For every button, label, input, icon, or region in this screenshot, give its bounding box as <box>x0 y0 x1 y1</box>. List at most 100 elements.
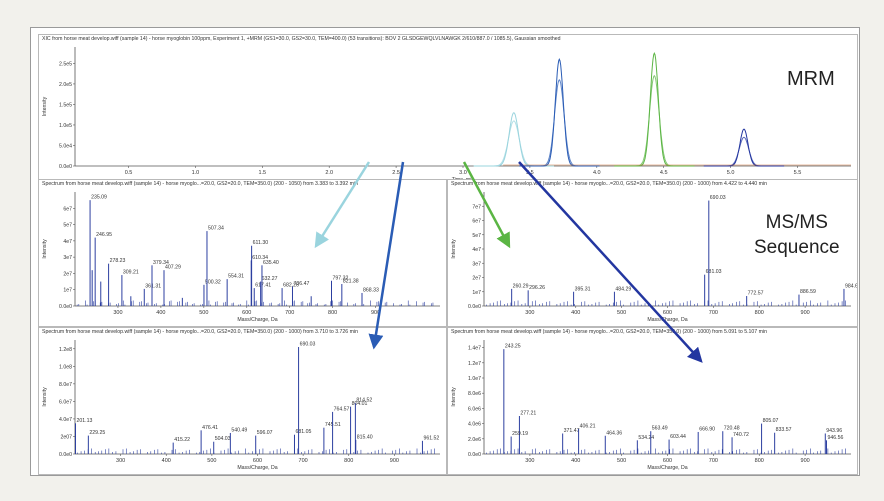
spectrum-1-peak-label: 246.95 <box>96 232 112 238</box>
spectrum-3-y-axis-label: Intensity <box>42 387 48 407</box>
spectrum-3-x-tick-label: 900 <box>390 458 399 464</box>
spectrum-2-x-axis-label: Mass/Charge, Da <box>647 317 687 323</box>
spectrum-3-peak-label: 961.52 <box>423 435 439 441</box>
spectrum-4-y-tick-label: 2.0e6 <box>468 437 481 443</box>
spectrum-4-y-tick-label: 1.4e7 <box>468 346 481 352</box>
spectrum-3-y-tick-label: 8.0e7 <box>59 382 72 388</box>
mrm-y-tick-label: 0.0e0 <box>59 164 72 170</box>
mrm-trace-0-1 <box>473 120 554 167</box>
spectrum-1-peak-label: 361.31 <box>145 283 161 289</box>
spectrum-1-x-tick-label: 300 <box>113 310 122 316</box>
spectrum-4-peak-label: 943.96 <box>826 428 842 434</box>
spectrum-1-peak-label: 797.32 <box>332 275 348 281</box>
spectrum-1-y-axis-label: Intensity <box>42 239 48 259</box>
mrm-x-tick-label: 3.0 <box>459 170 467 176</box>
mrm-trace-1-0 <box>519 58 600 167</box>
mrm-x-tick-label: 5.5 <box>794 170 802 176</box>
spectrum-2-y-tick-label: 5e7 <box>472 233 481 239</box>
spectrum-4-x-tick-label: 800 <box>755 458 764 464</box>
spectrum-1-peak-label: 821.38 <box>343 279 359 285</box>
spectrum-4-x-tick-label: 300 <box>525 458 534 464</box>
spectrum-2-x-tick-label: 900 <box>801 310 810 316</box>
spectrum-1-x-axis-label: Mass/Charge, Da <box>237 317 277 323</box>
spectrum-1-peak-label: 682.26 <box>283 283 299 289</box>
spectrum-1-peak-label: 278.23 <box>110 258 126 264</box>
spectrum-1-x-tick-label: 400 <box>156 310 165 316</box>
spectrum-2-peak-label: 772.57 <box>748 291 764 297</box>
spectrum-3-peak-label: 415.22 <box>174 437 190 443</box>
spectrum-3-peak-label: 504.03 <box>215 436 231 442</box>
msms-label-line2: Sequence <box>754 237 840 258</box>
mrm-x-tick-label: 5.0 <box>727 170 735 176</box>
spectrum-3-plot: 300 400 500 600 700 800 900 0.0e0 2e07 4.0e7 6.0e7… <box>42 340 440 471</box>
spectrum-4-x-axis-label: Mass/Charge, Da <box>647 465 687 471</box>
msms-label: MS/MS Sequence <box>754 210 840 260</box>
spectrum-3-x-tick-label: 800 <box>344 458 353 464</box>
spectrum-1-y-tick-label: 6e7 <box>63 206 72 212</box>
mrm-chromatogram-panel: XIC from horse meat develop.wiff (sample… <box>38 34 858 180</box>
spectrum-1-title: Spectrum from horse meat develop.wiff (s… <box>42 181 358 187</box>
mrm-label: MRM <box>787 68 835 90</box>
spectrum-3-peak-label: 681.05 <box>295 429 311 435</box>
spectrum-3-peak-label: 540.49 <box>231 427 247 433</box>
spectrum-3-y-tick-label: 1.2e8 <box>59 347 72 353</box>
spectrum-2-peak-label: 260.29 <box>513 283 529 289</box>
spectrum-3-x-tick-label: 500 <box>207 458 216 464</box>
spectrum-4-peak-label: 833.57 <box>776 427 792 433</box>
spectrum-2-peak-label: 484.29 <box>615 286 631 292</box>
spectrum-1-peak-label: 611.30 <box>253 240 269 246</box>
spectrum-1-peak-label: 868.33 <box>363 287 379 293</box>
spectrum-panel-4: Spectrum from horse meat develop.wiff (s… <box>447 327 858 475</box>
spectrum-panel-3: Spectrum from horse meat develop.wiff (s… <box>38 327 447 475</box>
spectrum-4-y-axis-label: Intensity <box>451 387 457 407</box>
spectrum-3-x-tick-label: 600 <box>253 458 262 464</box>
spectrum-4-peak-label: 666.90 <box>699 426 715 432</box>
spectrum-3-x-axis-label: Mass/Charge, Da <box>237 465 277 471</box>
spectrum-2-x-tick-label: 400 <box>571 310 580 316</box>
spectrum-3-y-tick-label: 6.0e7 <box>59 399 72 405</box>
spectrum-4-peak-label: 371.47 <box>564 428 580 434</box>
spectrum-4-peak-label: 740.72 <box>733 432 749 438</box>
spectrum-3-peak-label: 815.40 <box>357 434 373 440</box>
spectrum-1-peak-label: 617.41 <box>255 283 271 289</box>
mrm-y-tick-label: 1.0e5 <box>59 123 72 129</box>
spectrum-2-peak-label: 984.66 <box>845 283 857 289</box>
spectrum-4-y-tick-label: 1.2e7 <box>468 361 481 367</box>
spectrum-4-peak-label: 720.48 <box>724 426 740 432</box>
spectrum-4-peak-label: 563.49 <box>652 426 668 432</box>
spectrum-3-y-tick-label: 0.0e0 <box>59 452 72 458</box>
spectrum-1-x-tick-label: 600 <box>242 310 251 316</box>
mrm-panel-title: XIC from horse meat develop.wiff (sample… <box>42 36 561 42</box>
spectrum-1-y-tick-label: 3e7 <box>63 255 72 261</box>
spectrum-2-y-axis-label: Intensity <box>451 239 457 259</box>
spectrum-2-y-tick-label: 6e7 <box>472 219 481 225</box>
spectrum-1-y-tick-label: 5e7 <box>63 223 72 229</box>
figure-frame: XIC from horse meat develop.wiff (sample… <box>30 27 860 476</box>
spectrum-1-peak-label: 635.40 <box>263 260 279 266</box>
spectrum-2-x-tick-label: 800 <box>755 310 764 316</box>
spectrum-1-plot: 300 400 500 600 700 800 900 0.0e0 1e7 2e7 3e7 4e7 5e… <box>42 192 440 323</box>
spectrum-1-peak-label: 379.34 <box>153 260 169 266</box>
spectrum-1-peak-label: 500.32 <box>205 279 221 285</box>
spectrum-3-peak-label: 804.01 <box>352 401 368 407</box>
spectrum-2-y-tick-label: 2e7 <box>472 276 481 282</box>
spectrum-1-peak-label: 507.34 <box>208 226 224 232</box>
spectrum-4-y-tick-label: 4.0e6 <box>468 422 481 428</box>
spectrum-1-peak-label: 554.31 <box>228 274 244 280</box>
mrm-x-tick-label: 2.0 <box>325 170 333 176</box>
spectrum-3-peak-label: 814.52 <box>356 398 372 404</box>
mrm-chromatogram-plot: 0.5 1.0 1.5 2.0 2.5 3.0 3.5 4.0 4.5 5.0 5.5 0.0e0 5.… <box>42 47 851 179</box>
spectrum-4-y-tick-label: 8.0e6 <box>468 391 481 397</box>
mrm-y-tick-label: 1.5e5 <box>59 102 72 108</box>
spectrum-1-y-tick-label: 1e7 <box>63 288 72 294</box>
spectrum-3-x-tick-label: 300 <box>116 458 125 464</box>
spectrum-3-x-tick-label: 400 <box>162 458 171 464</box>
mrm-trace-2-0 <box>614 51 695 167</box>
spectrum-4-x-tick-label: 400 <box>571 458 580 464</box>
spectrum-2-y-tick-label: 1e7 <box>472 290 481 296</box>
spectrum-3-peak-label: 201.13 <box>77 418 93 424</box>
spectrum-4-peak-label: 805.07 <box>763 418 779 424</box>
spectrum-1-x-tick-label: 900 <box>371 310 380 316</box>
spectrum-4-plot: 300 400 500 600 700 800 900 0.0e0 2.0e6 4.0e6 6.0e… <box>451 340 851 471</box>
mrm-y-tick-label: 5.0e4 <box>59 143 72 149</box>
